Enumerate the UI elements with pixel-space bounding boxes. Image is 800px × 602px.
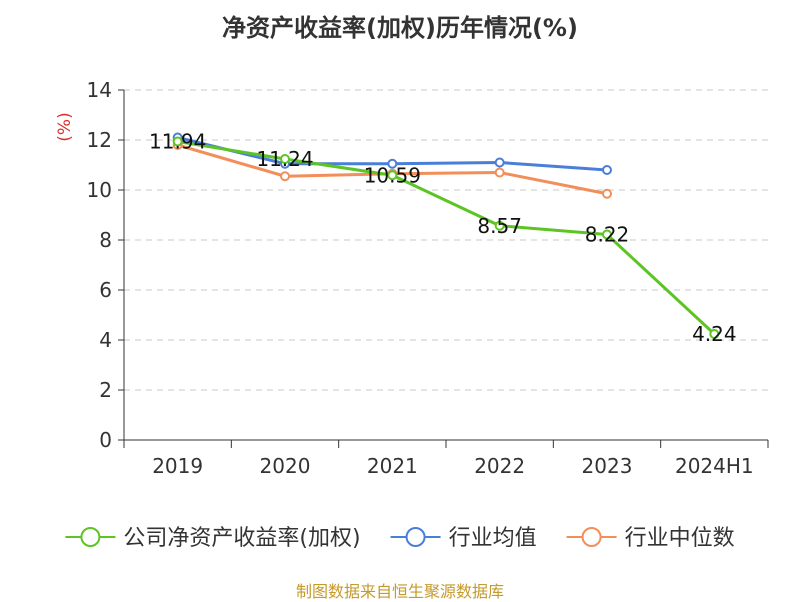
legend-marker (80, 527, 101, 547)
legend-label: 行业中位数 (625, 526, 735, 551)
legend: 公司净资产收益率(加权) 行业均值 行业中位数 (65, 526, 735, 551)
y-tick-label: 4 (99, 328, 112, 352)
data-point (494, 220, 505, 231)
x-tick-label: 2022 (474, 454, 525, 478)
x-tick-label: 2021 (367, 454, 418, 478)
data-label: 11.94 (149, 130, 206, 154)
data-point (280, 171, 290, 182)
data-point (387, 158, 398, 169)
legend-item: 公司净资产收益率(加权) (65, 526, 361, 551)
data-point (709, 329, 720, 339)
data-label: 10.59 (364, 163, 421, 187)
x-tick-label: 2020 (260, 454, 311, 478)
data-point (602, 165, 612, 175)
y-tick-label: 12 (87, 128, 112, 152)
grid (124, 89, 768, 391)
data-point (280, 154, 290, 164)
legend-marker (405, 527, 426, 547)
legend-item: 行业均值 (390, 526, 537, 551)
x-tick-label: 2023 (582, 454, 633, 478)
y-tick-label: 6 (99, 278, 112, 302)
legend-label: 公司净资产收益率(加权) (123, 526, 360, 551)
source-note: 制图数据来自恒生聚源数据库 (295, 582, 504, 601)
data-point (602, 229, 612, 240)
series-lines (172, 132, 720, 339)
x-tick-label: 2019 (152, 454, 203, 478)
y-tick-label: 14 (87, 78, 112, 102)
x-tick-label: 2024H1 (675, 454, 754, 478)
y-tick-label: 8 (99, 228, 112, 252)
y-axis-label: (%) (55, 112, 75, 141)
data-label: 8.57 (477, 214, 522, 238)
series-line (177, 140, 716, 336)
legend-item: 行业中位数 (566, 526, 735, 551)
data-labels: 11.94 11.24 10.59 8.57 8.22 4.24 (149, 130, 737, 347)
y-tick-label: 2 (99, 378, 112, 402)
data-label: 4.24 (692, 322, 737, 346)
data-label: 8.22 (585, 223, 630, 247)
y-tick-label: 10 (87, 178, 112, 202)
axes: 0 2 4 6 8 10 12 14 2019 2020 2021 2022 2023 2024H1 (87, 78, 769, 478)
y-tick-label: 0 (99, 428, 112, 452)
data-label: 11.24 (256, 147, 313, 171)
data-point (387, 170, 398, 181)
data-point (602, 188, 612, 199)
data-point (494, 167, 505, 178)
data-point (494, 157, 505, 168)
legend-marker (581, 527, 602, 547)
chart-title: 净资产收益率(加权)历年情况(%) (222, 14, 578, 42)
legend-label: 行业均值 (449, 526, 537, 551)
data-point (172, 136, 183, 147)
